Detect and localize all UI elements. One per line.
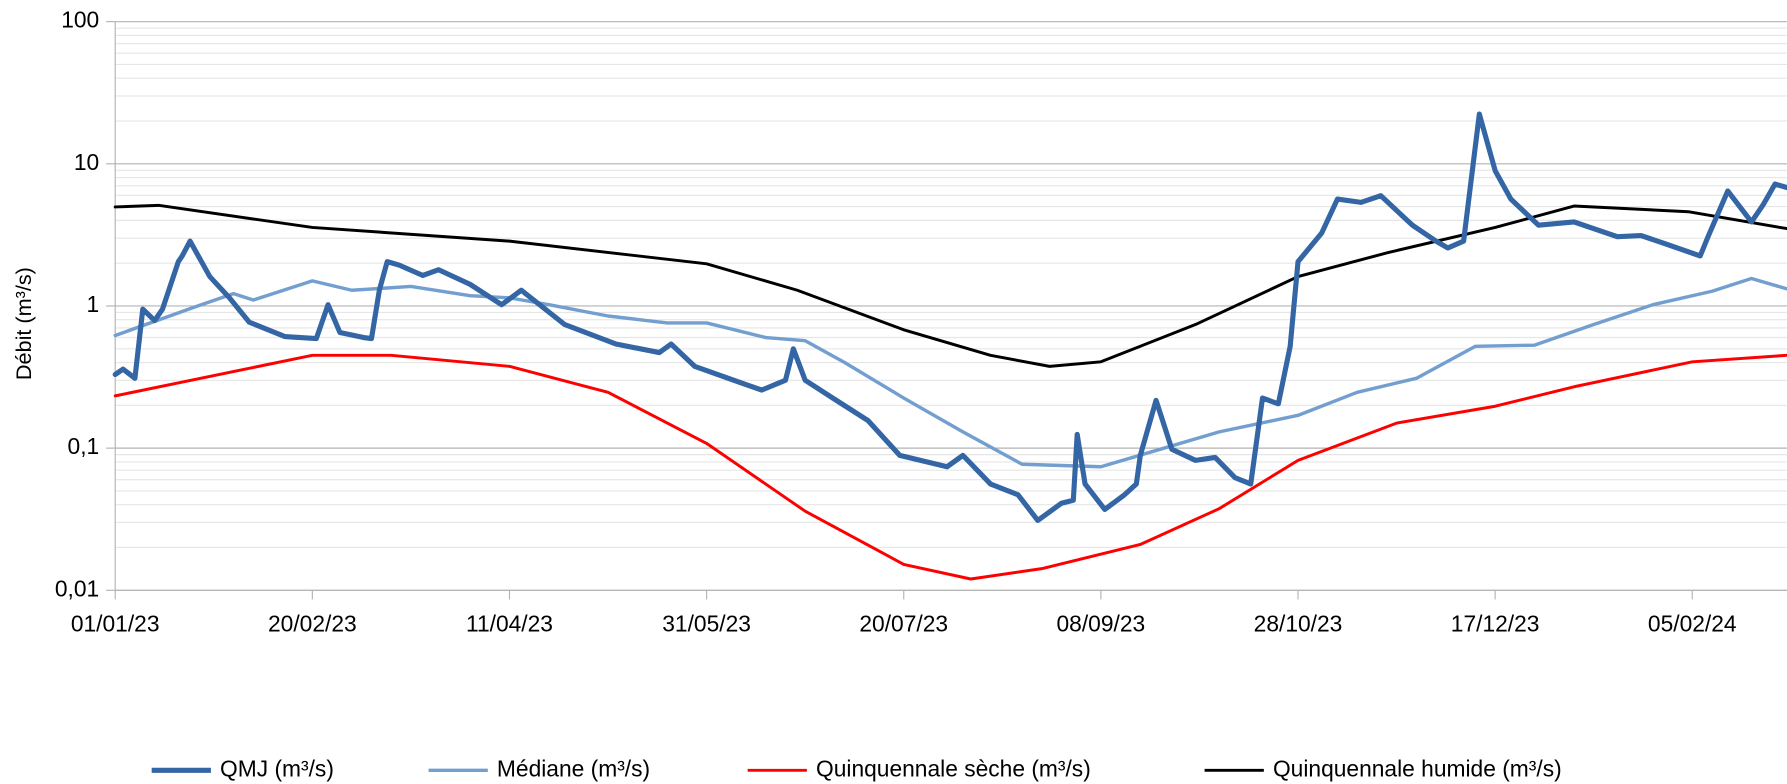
legend-label: Médiane (m³/s): [497, 755, 650, 781]
legend-label: Quinquennale humide (m³/s): [1273, 755, 1562, 781]
y-tick-label: 0,1: [68, 433, 100, 459]
x-tick-label: 20/07/23: [859, 611, 948, 637]
x-tick-label: 31/05/23: [662, 611, 751, 637]
x-tick-label: 17/12/23: [1451, 611, 1540, 637]
x-tick-label: 01/01/23: [71, 611, 160, 637]
series-line: [112, 111, 1787, 523]
legend-label: QMJ (m³/s): [220, 755, 334, 781]
x-tick-label: 05/02/24: [1648, 611, 1737, 637]
y-tick-label: 10: [74, 149, 99, 175]
series-line: [113, 353, 1787, 581]
x-tick-label: 20/02/23: [268, 611, 357, 637]
x-tick-label: 08/09/23: [1057, 611, 1146, 637]
y-axis-label: Débit (m³/s): [11, 267, 36, 380]
series-line: [113, 203, 1787, 368]
x-tick-label: 28/10/23: [1254, 611, 1343, 637]
x-tick-label: 11/04/23: [466, 611, 553, 637]
y-tick-label: 100: [61, 7, 99, 33]
y-tick-label: 0,01: [55, 575, 99, 601]
series-line: [113, 276, 1787, 469]
legend-label: Quinquennale sèche (m³/s): [816, 755, 1091, 781]
y-tick-label: 1: [87, 291, 100, 317]
